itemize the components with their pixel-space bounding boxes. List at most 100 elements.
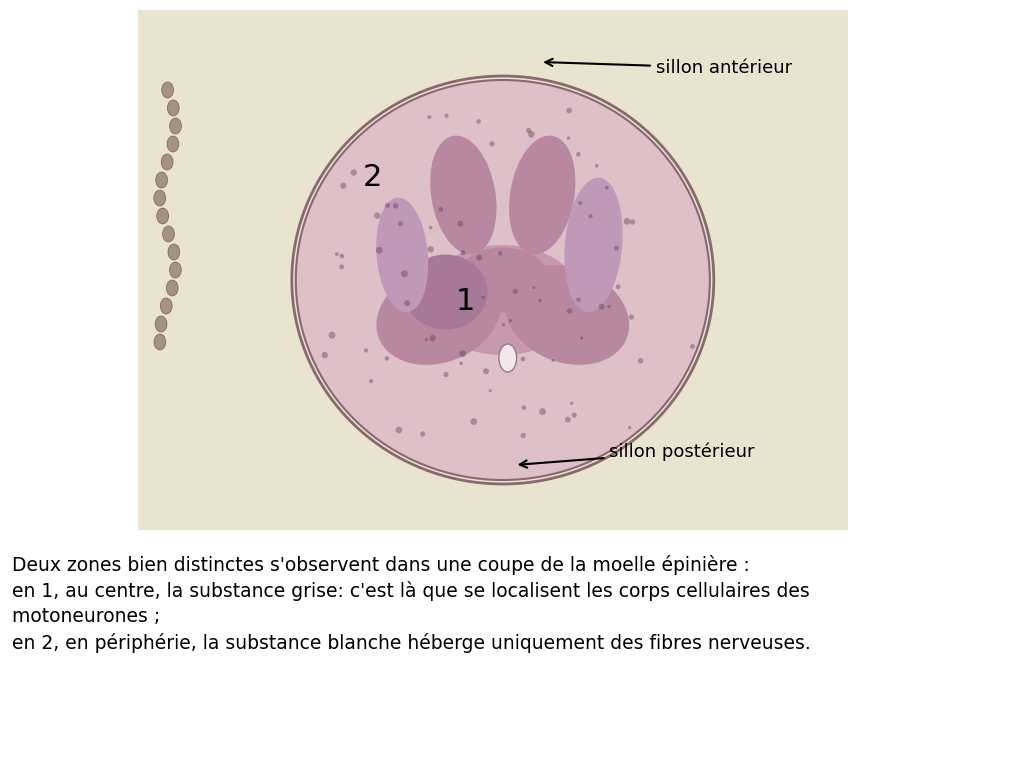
Circle shape — [401, 270, 408, 277]
Text: 1: 1 — [456, 287, 475, 316]
Ellipse shape — [509, 136, 575, 254]
Ellipse shape — [564, 177, 623, 313]
Circle shape — [340, 183, 346, 189]
Ellipse shape — [430, 136, 497, 254]
Circle shape — [458, 220, 463, 227]
Circle shape — [459, 350, 466, 357]
Circle shape — [420, 432, 425, 436]
Ellipse shape — [505, 265, 629, 365]
Circle shape — [364, 348, 368, 353]
Ellipse shape — [167, 136, 179, 152]
Circle shape — [374, 213, 380, 219]
Circle shape — [565, 417, 570, 422]
Circle shape — [589, 214, 593, 218]
Circle shape — [489, 141, 495, 147]
Ellipse shape — [456, 247, 550, 313]
Circle shape — [460, 362, 463, 365]
Circle shape — [398, 221, 403, 226]
Circle shape — [438, 207, 443, 212]
Circle shape — [539, 299, 542, 303]
Circle shape — [461, 250, 466, 256]
Circle shape — [579, 201, 583, 205]
Circle shape — [481, 296, 485, 299]
Circle shape — [340, 253, 344, 259]
Circle shape — [502, 323, 505, 326]
Circle shape — [570, 402, 573, 405]
Circle shape — [690, 344, 695, 349]
Ellipse shape — [168, 244, 180, 260]
Ellipse shape — [296, 80, 710, 480]
Ellipse shape — [156, 172, 168, 188]
Ellipse shape — [376, 197, 428, 313]
Circle shape — [580, 336, 584, 339]
Circle shape — [476, 255, 482, 261]
Circle shape — [429, 226, 432, 230]
Circle shape — [395, 427, 402, 433]
Ellipse shape — [403, 254, 487, 329]
Circle shape — [577, 297, 581, 302]
Circle shape — [470, 419, 477, 425]
Circle shape — [393, 203, 398, 208]
Circle shape — [615, 284, 621, 289]
Ellipse shape — [166, 280, 178, 296]
Circle shape — [528, 131, 535, 137]
Circle shape — [595, 164, 598, 167]
Ellipse shape — [161, 154, 173, 170]
Circle shape — [404, 300, 411, 306]
Circle shape — [427, 115, 431, 119]
Circle shape — [429, 335, 436, 341]
Ellipse shape — [161, 298, 172, 314]
Circle shape — [605, 186, 608, 190]
Circle shape — [607, 305, 610, 308]
Circle shape — [335, 253, 339, 256]
Ellipse shape — [163, 226, 174, 242]
Ellipse shape — [424, 245, 582, 355]
Circle shape — [428, 246, 434, 253]
Circle shape — [443, 372, 449, 377]
Text: sillon postérieur: sillon postérieur — [520, 442, 755, 468]
Circle shape — [629, 315, 634, 319]
Circle shape — [567, 308, 572, 313]
Circle shape — [566, 108, 572, 114]
Text: sillon antérieur: sillon antérieur — [546, 59, 792, 77]
Circle shape — [376, 247, 383, 253]
Circle shape — [520, 433, 525, 439]
Circle shape — [369, 379, 373, 383]
Ellipse shape — [170, 118, 181, 134]
Text: motoneurones ;: motoneurones ; — [12, 607, 160, 626]
Ellipse shape — [170, 262, 181, 278]
Circle shape — [444, 114, 449, 118]
Circle shape — [351, 170, 357, 176]
Text: Deux zones bien distinctes s'observent dans une coupe de la moelle épinière :: Deux zones bien distinctes s'observent d… — [12, 555, 750, 575]
Circle shape — [521, 406, 526, 410]
Circle shape — [499, 251, 503, 256]
Text: 2: 2 — [362, 164, 382, 193]
Circle shape — [339, 264, 344, 270]
Circle shape — [488, 389, 492, 392]
Circle shape — [571, 412, 577, 418]
Circle shape — [624, 218, 630, 225]
Circle shape — [329, 332, 336, 339]
Ellipse shape — [499, 344, 516, 372]
Circle shape — [638, 358, 643, 363]
Ellipse shape — [167, 100, 179, 116]
Circle shape — [577, 152, 581, 157]
Text: en 2, en périphérie, la substance blanche héberge uniquement des fibres nerveuse: en 2, en périphérie, la substance blanch… — [12, 633, 811, 653]
Circle shape — [509, 319, 512, 323]
Ellipse shape — [156, 316, 167, 332]
Ellipse shape — [162, 82, 173, 98]
Circle shape — [385, 203, 390, 208]
Circle shape — [476, 119, 481, 124]
Bar — [138, 10, 848, 530]
Circle shape — [630, 220, 635, 224]
Circle shape — [552, 359, 554, 362]
Circle shape — [322, 352, 328, 359]
Circle shape — [425, 338, 428, 341]
Circle shape — [614, 246, 618, 250]
Text: en 1, au centre, la substance grise: c'est là que se localisent les corps cellul: en 1, au centre, la substance grise: c'e… — [12, 581, 810, 601]
Circle shape — [628, 425, 632, 429]
Ellipse shape — [377, 265, 501, 365]
Circle shape — [521, 356, 525, 362]
Circle shape — [566, 137, 570, 140]
Ellipse shape — [154, 334, 166, 350]
